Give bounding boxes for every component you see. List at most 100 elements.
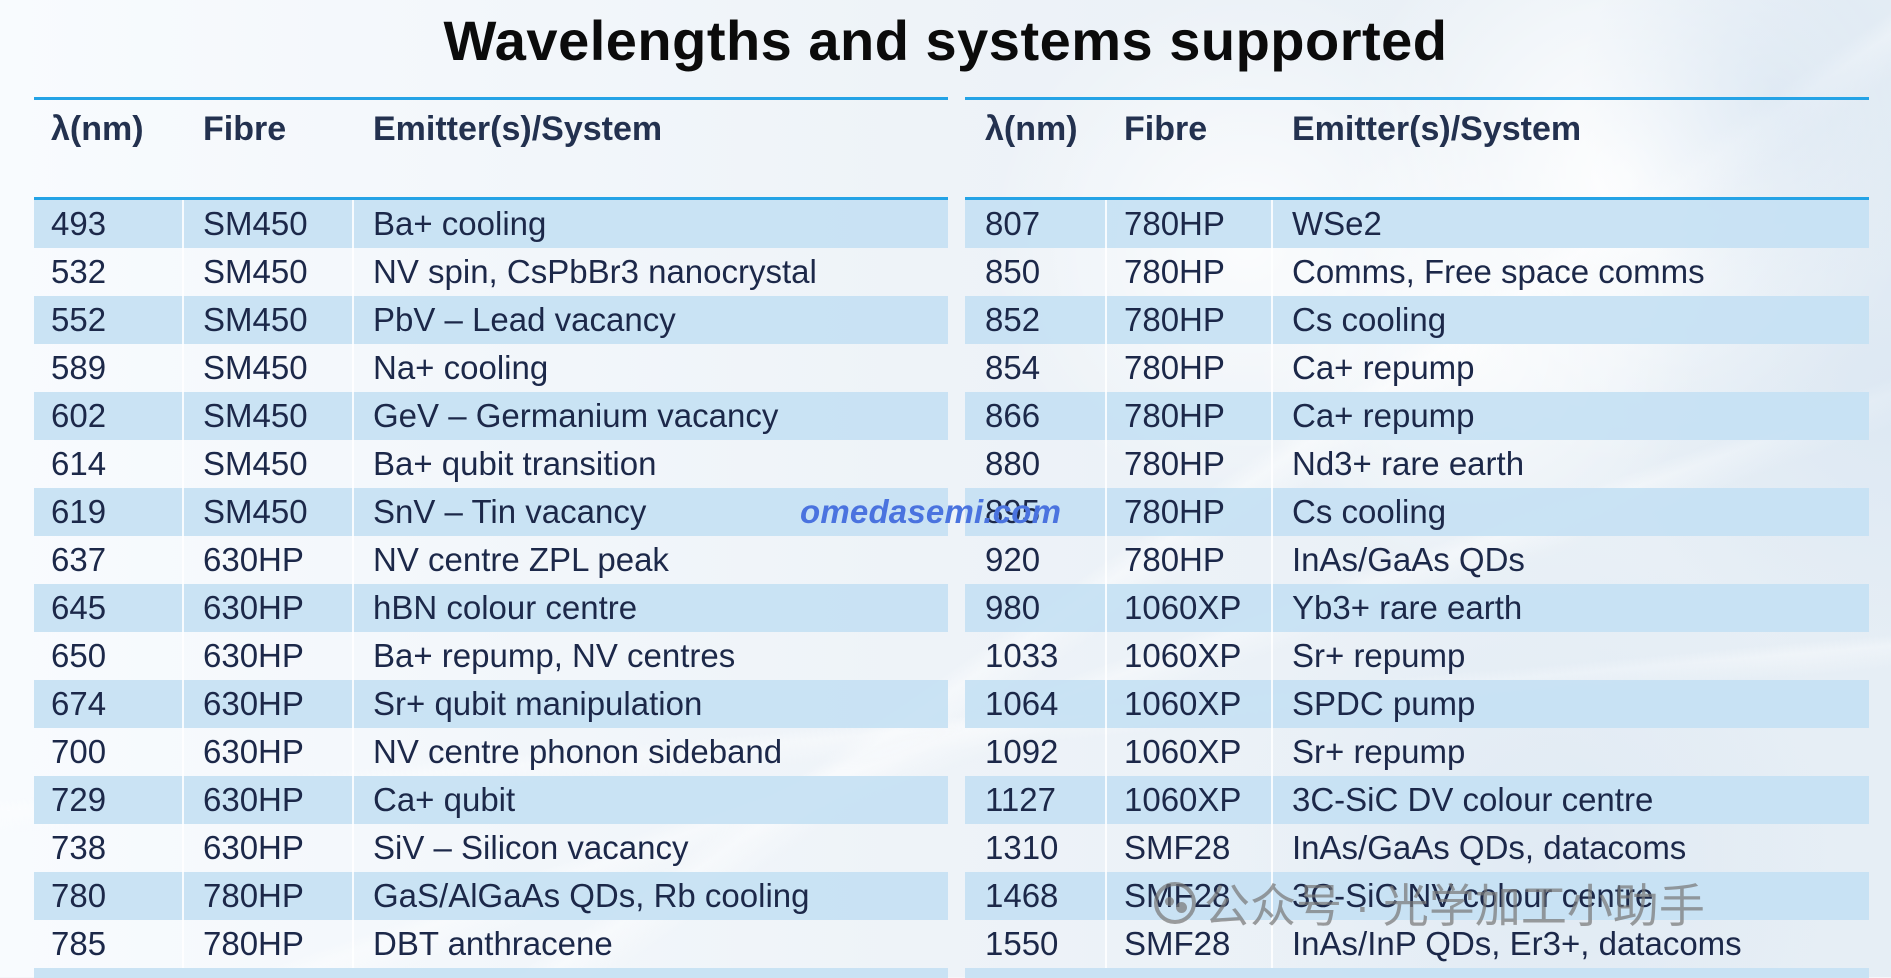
table-row: 852 780HP Cs cooling [965, 296, 1869, 344]
wavelength-cell: 850 [985, 253, 1041, 290]
fibre-cell: SMF28 [1124, 925, 1231, 962]
wavelength-cell: 614 [51, 445, 107, 482]
wavelength-cell: 895 [985, 493, 1041, 530]
table-row: 729 630HP Ca+ qubit [34, 776, 948, 824]
table-row: 674 630HP Sr+ qubit manipulation [34, 680, 948, 728]
fibre-cell: 630HP [203, 589, 304, 626]
system-cell: NV centre phonon sideband [373, 733, 783, 770]
wavelength-cell: 1092 [985, 733, 1059, 770]
wavelength-cell: 637 [51, 541, 107, 578]
wavelength-cell: 852 [985, 301, 1041, 338]
channel-watermark: 公众号 · 光学加工小助手 [1154, 870, 1705, 936]
wavelength-cell: 785 [51, 925, 107, 962]
wavelength-cell: 1468 [985, 877, 1059, 914]
wavelength-cell: 645 [51, 589, 107, 626]
table-row: 552 SM450 PbV – Lead vacancy [34, 296, 948, 344]
fibre-cell: 1060XP [1124, 589, 1242, 626]
wavelength-cell: 700 [51, 733, 107, 770]
fibre-cell: SM450 [203, 349, 308, 386]
wavelength-cell: 674 [51, 685, 107, 722]
system-cell: InAs/GaAs QDs, datacoms [1292, 829, 1687, 866]
fibre-cell: 630HP [203, 541, 304, 578]
table-row: 980 1060XP Yb3+ rare earth [965, 584, 1869, 632]
table-row: 645 630HP hBN colour centre [34, 584, 948, 632]
table-row: 602 SM450 GeV – Germanium vacancy [34, 392, 948, 440]
table-row: 1064 1060XP SPDC pump [965, 680, 1869, 728]
fibre-cell: 630HP [203, 829, 304, 866]
system-cell: Nd3+ rare earth [1292, 445, 1525, 482]
system-cell: InAs/GaAs QDs [1292, 541, 1525, 578]
wavelength-cell: 920 [985, 541, 1041, 578]
system-cell: InAs/InP QDs, Er3+, datacoms [1292, 925, 1742, 962]
wavelength-cell: 854 [985, 349, 1041, 386]
left-table: λ(nm) Fibre Emitter(s)/System 493 SM450 Ba… [34, 97, 948, 978]
fibre-cell: SM450 [203, 445, 308, 482]
fibre-cell: 780HP [1124, 445, 1225, 482]
fibre-cell: 780HP [203, 877, 304, 914]
table-row: 850 780HP Comms, Free space comms [965, 248, 1869, 296]
system-cell: GeV – Germanium vacancy [373, 397, 779, 434]
right-header-fibre: Fibre [1124, 110, 1208, 148]
wavelength-cell: 866 [985, 397, 1041, 434]
table-row: 493 SM450 Ba+ cooling [34, 200, 948, 248]
fibre-cell: 1060XP [1124, 637, 1242, 674]
table-row: 738 630HP SiV – Silicon vacancy [34, 824, 948, 872]
fibre-cell: 780HP [1124, 205, 1225, 242]
system-cell: Yb3+ rare earth [1292, 589, 1523, 626]
fibre-cell: 1060XP [1124, 781, 1242, 818]
table-row: 1468 SMF28 3C-SiC NV colour centre [965, 872, 1869, 920]
table-row: 895 780HP Cs cooling [965, 488, 1869, 536]
system-cell: Ca+ repump [1292, 397, 1475, 434]
system-cell: Cs cooling [1292, 493, 1447, 530]
channel-watermark-text: 公众号 · 光学加工小助手 [1204, 880, 1705, 932]
right-header-wavelength: λ(nm) [985, 110, 1078, 148]
wavelength-cell: 880 [985, 445, 1041, 482]
table-row: 880 780HP Nd3+ rare earth [965, 440, 1869, 488]
system-cell: SPDC pump [1292, 685, 1476, 722]
table-row: 700 630HP NV centre phonon sideband [34, 728, 948, 776]
table-row: 1550 SMF28 InAs/InP QDs, Er3+, datacoms [965, 920, 1869, 968]
fibre-cell: 630HP [203, 637, 304, 674]
fibre-cell: 780HP [1124, 397, 1225, 434]
system-cell: SiV – Silicon vacancy [373, 829, 689, 866]
table-row: 589 SM450 Na+ cooling [34, 344, 948, 392]
table-row: 1033 1060XP Sr+ repump [965, 632, 1869, 680]
fibre-cell: 1060XP [1124, 685, 1242, 722]
system-cell: NV spin, CsPbBr3 nanocrystal [373, 253, 817, 290]
wavelength-cell: 650 [51, 637, 107, 674]
fibre-cell: 780HP [1124, 253, 1225, 290]
right-table-top-rule [965, 97, 1869, 100]
table-row: 614 SM450 Ba+ qubit transition [34, 440, 948, 488]
system-cell: GaS/AlGaAs QDs, Rb cooling [373, 877, 810, 914]
system-cell: WSe2 [1292, 205, 1382, 242]
wavelength-cell: 1064 [985, 685, 1059, 722]
system-cell: SnV – Tin vacancy [373, 493, 647, 530]
system-cell: Ba+ repump, NV centres [373, 637, 736, 674]
wavelength-cell: 807 [985, 205, 1041, 242]
right-table-bottom-peek [965, 968, 1869, 978]
system-cell: Sr+ qubit manipulation [373, 685, 703, 722]
wavelength-cell: 1127 [985, 781, 1056, 818]
right-table: λ(nm) Fibre Emitter(s)/System 807 780HP WS… [965, 97, 1869, 978]
wavelength-cell: 589 [51, 349, 107, 386]
fibre-cell: SM450 [203, 205, 308, 242]
table-row: 1092 1060XP Sr+ repump [965, 728, 1869, 776]
left-header-system: Emitter(s)/System [373, 110, 663, 148]
system-cell: Cs cooling [1292, 301, 1447, 338]
system-cell: Sr+ repump [1292, 733, 1466, 770]
table-row: 1127 1060XP 3C-SiC DV colour centre [965, 776, 1869, 824]
system-cell: Ba+ qubit transition [373, 445, 657, 482]
fibre-cell: 780HP [203, 925, 304, 962]
system-cell: Sr+ repump [1292, 637, 1466, 674]
fibre-cell: 780HP [1124, 301, 1225, 338]
system-cell: Comms, Free space comms [1292, 253, 1705, 290]
table-row: 637 630HP NV centre ZPL peak [34, 536, 948, 584]
wavelength-cell: 1550 [985, 925, 1059, 962]
wavelength-cell: 602 [51, 397, 107, 434]
wavelength-cell: 532 [51, 253, 107, 290]
wavelength-cell: 980 [985, 589, 1041, 626]
wavelength-cell: 780 [51, 877, 107, 914]
left-table-top-rule [34, 97, 948, 100]
fibre-cell: SMF28 [1124, 829, 1231, 866]
wavelength-cell: 1310 [985, 829, 1059, 866]
